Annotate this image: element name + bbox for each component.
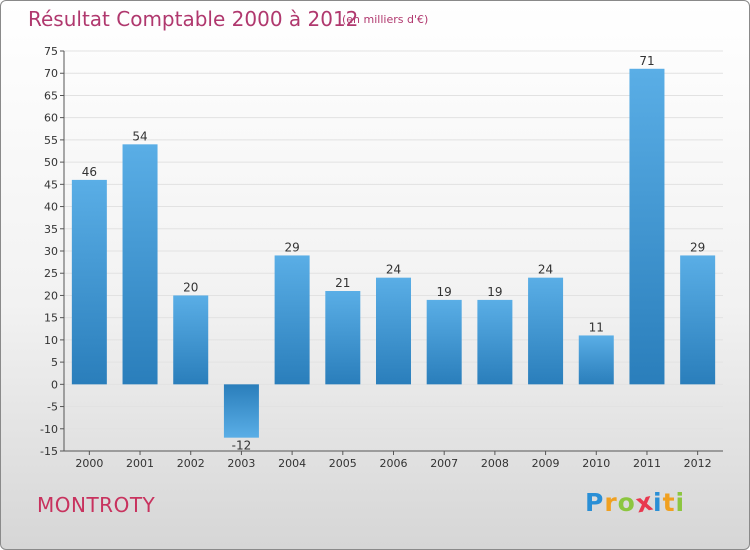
x-tick-label: 2006 (380, 457, 408, 470)
value-label-2008: 19 (487, 285, 502, 299)
bar-2011 (629, 68, 665, 385)
chart-subtitle: (en milliers d'€) (342, 13, 429, 26)
value-label-2004: 29 (284, 240, 299, 254)
bar-2012 (680, 255, 716, 385)
y-tick-label: -5 (47, 401, 58, 414)
y-tick-label: -15 (40, 445, 58, 458)
bar-2010 (578, 335, 614, 385)
x-tick-label: 2012 (684, 457, 712, 470)
y-tick-label: 0 (51, 378, 58, 391)
bar-2007 (426, 299, 462, 385)
x-tick-label: 2002 (177, 457, 205, 470)
brand-letter: r (604, 488, 618, 517)
x-tick-label: 2000 (75, 457, 103, 470)
value-label-2009: 24 (538, 263, 553, 277)
brand-letter: o (617, 488, 636, 517)
value-label-2012: 29 (690, 240, 705, 254)
x-tick-label: 2005 (329, 457, 357, 470)
bar-2008 (477, 299, 513, 385)
y-tick-label: 50 (44, 156, 58, 169)
x-tick-label: 2001 (126, 457, 154, 470)
proxiti-logo: Proxiti (585, 487, 686, 519)
bar-2000 (71, 179, 107, 385)
chart-title: Résultat Comptable 2000 à 2012 (28, 7, 359, 31)
bar-2003 (223, 384, 259, 438)
brand-letter: P (585, 488, 605, 517)
value-label-2007: 19 (437, 285, 452, 299)
bar-2005 (325, 291, 361, 385)
value-label-2003: -12 (232, 439, 252, 453)
y-tick-label: -10 (40, 423, 58, 436)
y-tick-label: 20 (44, 289, 58, 302)
y-tick-label: 60 (44, 112, 58, 125)
y-tick-label: 65 (44, 89, 58, 102)
value-label-2002: 20 (183, 280, 198, 294)
y-tick-label: 15 (44, 312, 58, 325)
value-label-2000: 46 (82, 165, 97, 179)
y-tick-label: 55 (44, 134, 58, 147)
x-tick-label: 2008 (481, 457, 509, 470)
x-tick-label: 2003 (227, 457, 255, 470)
y-tick-label: 45 (44, 178, 58, 191)
value-label-2011: 71 (639, 54, 654, 68)
y-tick-label: 75 (44, 45, 58, 58)
y-tick-label: 35 (44, 223, 58, 236)
commune-name: MONTROTY (37, 493, 156, 517)
y-tick-label: 5 (51, 356, 58, 369)
bar-2004 (274, 255, 310, 385)
value-label-2005: 21 (335, 276, 350, 290)
y-tick-label: 30 (44, 245, 58, 258)
x-tick-label: 2009 (532, 457, 560, 470)
y-tick-label: 25 (44, 267, 58, 280)
brand-letter: i (675, 488, 686, 517)
x-tick-label: 2010 (582, 457, 610, 470)
bar-2006 (376, 277, 411, 385)
bar-2002 (173, 295, 209, 385)
brand-letter: i (653, 488, 663, 517)
x-tick-label: 2007 (430, 457, 458, 470)
value-label-2006: 24 (386, 263, 401, 277)
bar-2001 (122, 144, 158, 385)
brand-letter: t (662, 488, 676, 517)
value-label-2001: 54 (132, 129, 147, 143)
y-tick-label: 40 (44, 201, 58, 214)
x-tick-label: 2004 (278, 457, 306, 470)
y-tick-label: 70 (44, 67, 58, 80)
x-tick-label: 2011 (633, 457, 661, 470)
value-label-2010: 11 (589, 320, 604, 334)
bar-2009 (528, 277, 564, 385)
y-tick-label: 10 (44, 334, 58, 347)
